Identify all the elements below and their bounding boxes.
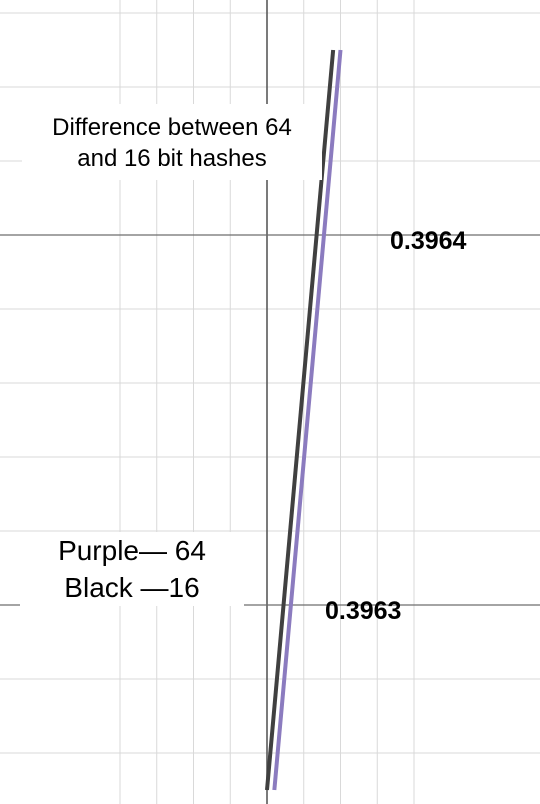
chart-title-line-2: and 16 bit hashes	[77, 145, 267, 172]
series-line-64	[272, 49, 343, 791]
series-lines	[265, 49, 343, 791]
legend-entry-black: Black —16	[64, 572, 200, 603]
legend-entry-purple: Purple— 64	[58, 535, 206, 566]
legend: Purple— 64 Black —16	[20, 532, 244, 606]
chart-title-line-1: Difference between 64	[52, 114, 292, 141]
series-line-16	[265, 49, 336, 791]
chart-title: Difference between 64 and 16 bit hashes	[22, 104, 322, 180]
y-tick-label: 0.3964	[390, 227, 467, 255]
y-tick-label: 0.3963	[325, 597, 402, 625]
